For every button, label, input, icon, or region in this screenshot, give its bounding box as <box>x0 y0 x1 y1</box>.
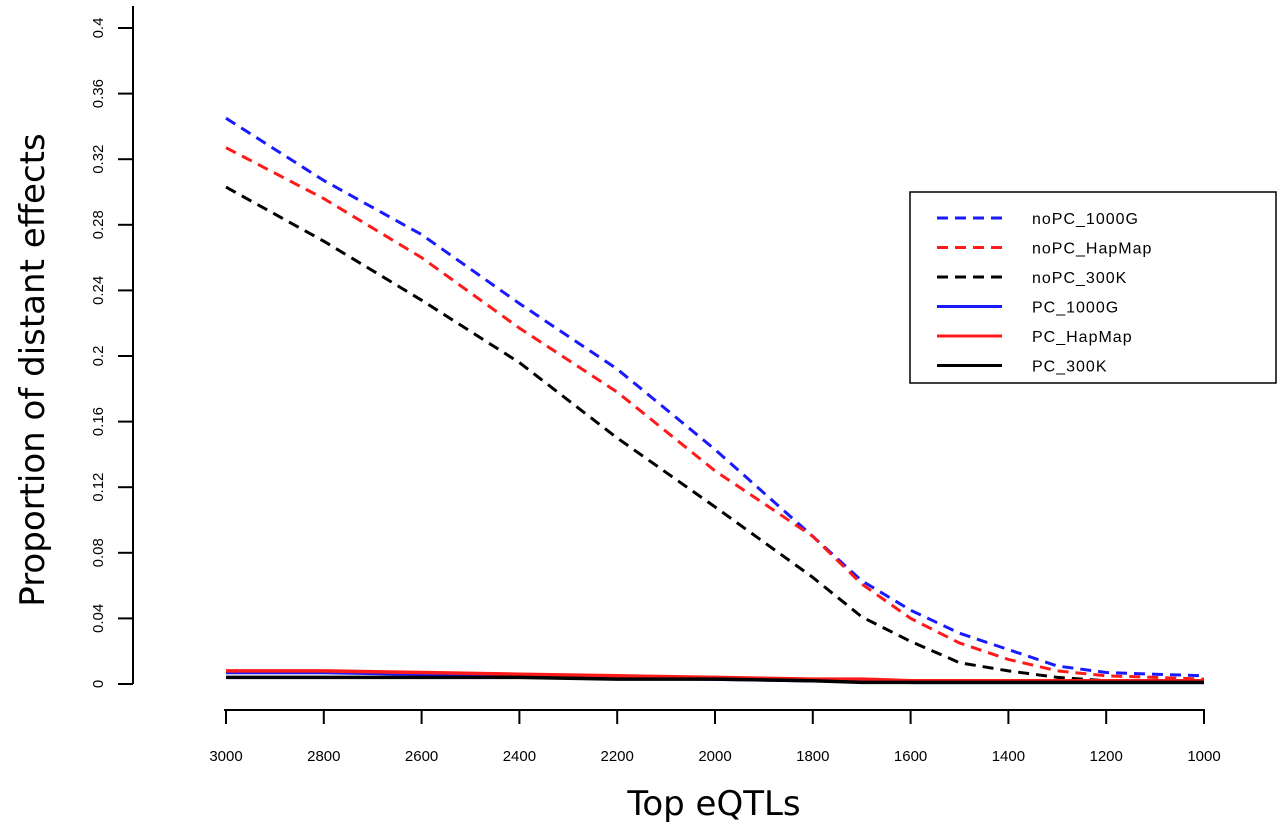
y-tick-label: 0.24 <box>90 276 107 305</box>
x-axis-title: Top eQTLs <box>626 784 800 824</box>
x-tick-label: 2800 <box>307 748 340 765</box>
series-lines <box>225 116 1205 685</box>
x-tick-label: 2600 <box>405 748 438 765</box>
legend-items: noPC_1000G noPC_HapMap noPC_300K PC_1000G PC… <box>937 211 1152 376</box>
legend-label: PC_1000G <box>1032 300 1119 317</box>
legend-box <box>909 191 1277 384</box>
legend-label: PC_300K <box>1032 359 1108 376</box>
y-tick-label: 0.08 <box>90 538 107 567</box>
x-tick-label: 2400 <box>503 748 536 765</box>
legend-label: PC_HapMap <box>1032 329 1133 346</box>
x-tick-label: 1000 <box>1187 748 1220 765</box>
y-ticks: 0 0.04 0.08 0.12 0.16 0.2 0.24 0.28 0.32 0.36 0.4 <box>90 18 133 688</box>
legend-label: noPC_1000G <box>1032 211 1139 228</box>
legend: noPC_1000G noPC_HapMap noPC_300K PC_1000G PC… <box>909 191 1277 384</box>
y-tick-label: 0.04 <box>90 604 107 633</box>
y-tick-label: 0.36 <box>90 79 107 108</box>
y-axis-title: Proportion of distant effects <box>13 133 53 606</box>
y-tick-label: 0.32 <box>90 145 107 174</box>
x-tick-label: 1800 <box>796 748 829 765</box>
y-tick-label: 0.4 <box>90 18 107 39</box>
x-tick-label: 2200 <box>601 748 634 765</box>
y-tick-label: 0.28 <box>90 210 107 239</box>
series-line-nopc-1000g <box>225 116 1205 678</box>
x-tick-label: 1200 <box>1090 748 1123 765</box>
x-tick-label: 3000 <box>209 748 242 765</box>
x-tick-label: 1600 <box>894 748 927 765</box>
y-tick-label: 0.16 <box>90 407 107 436</box>
legend-label: noPC_300K <box>1032 270 1127 287</box>
x-tick-label: 1400 <box>992 748 1025 765</box>
series-line-pc-300k <box>226 675 1204 685</box>
y-tick-label: 0.2 <box>90 346 107 367</box>
y-tick-label: 0 <box>90 680 107 688</box>
x-tick-label: 2000 <box>698 748 731 765</box>
y-tick-label: 0.12 <box>90 473 107 502</box>
x-ticks: 3000 2800 2600 2400 2200 2000 1800 1600 1400 1200… <box>209 710 1221 765</box>
legend-label: noPC_HapMap <box>1032 241 1152 258</box>
